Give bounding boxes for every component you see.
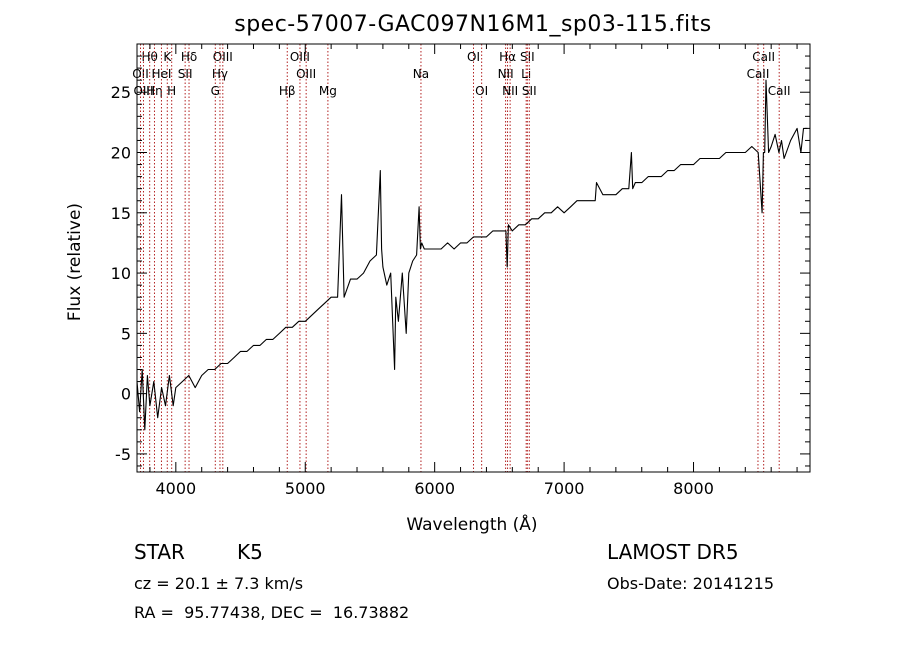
marker-label: Na: [413, 67, 429, 81]
plot-frame: [136, 43, 811, 473]
y-tick-label: 25: [111, 83, 131, 102]
marker-label: Hδ: [181, 50, 197, 64]
marker-label: Li: [521, 67, 531, 81]
marker-label: HeI: [151, 67, 171, 81]
object-type: STAR: [134, 540, 185, 564]
marker-label: G: [211, 84, 220, 98]
coordinates: RA = 95.77438, DEC = 16.73882: [134, 603, 410, 622]
x-axis-label: Wavelength (Å): [406, 513, 537, 535]
marker-label: Hθ: [141, 50, 157, 64]
marker-label: CaII: [747, 67, 770, 81]
y-axis: -5 0 5 10 15 20 25: [111, 55, 810, 467]
marker-label: OII: [132, 67, 149, 81]
marker-label: OIII: [213, 50, 233, 64]
x-tick-label: 5000: [285, 479, 326, 498]
marker-label: CaII: [768, 84, 791, 98]
y-tick-label: 10: [111, 264, 131, 283]
marker-label: NII: [498, 67, 514, 81]
marker-label: H: [167, 84, 176, 98]
chart-title: spec-57007-GAC097N16M1_sp03-115.fits: [234, 12, 712, 37]
object-subclass: K5: [237, 540, 263, 564]
marker-label: Hγ: [212, 67, 228, 81]
marker-label: SII: [520, 50, 535, 64]
marker-label: Hα: [499, 50, 516, 64]
x-tick-label: 8000: [673, 479, 714, 498]
x-tick-label: 7000: [544, 479, 585, 498]
y-tick-label: 0: [121, 385, 131, 404]
spectrum-line: [136, 79, 808, 431]
observation-date: Obs-Date: 20141215: [607, 574, 775, 593]
marker-label: Hβ: [279, 84, 296, 98]
marker-label: Mg: [319, 84, 337, 98]
marker-label: SII: [522, 84, 537, 98]
marker-label: OIII: [133, 84, 153, 98]
marker-label: SII: [178, 67, 193, 81]
marker-label: OIII: [290, 50, 310, 64]
marker-label: Hη: [146, 84, 163, 98]
marker-label: OI: [475, 84, 488, 98]
marker-label: K: [163, 50, 172, 64]
marker-label: OIII: [296, 67, 316, 81]
marker-label: NII: [502, 84, 518, 98]
marker-label: OI: [467, 50, 480, 64]
x-axis: 4000 5000 6000 7000 8000: [149, 44, 798, 498]
redshift-cz: cz = 20.1 ± 7.3 km/s: [134, 574, 304, 593]
x-tick-label: 4000: [155, 479, 196, 498]
marker-label: CaII: [752, 50, 775, 64]
y-tick-label: 20: [111, 144, 131, 163]
y-tick-label: 5: [121, 324, 131, 343]
survey-name: LAMOST DR5: [607, 540, 739, 564]
y-axis-label: Flux (relative): [65, 203, 85, 321]
x-tick-label: 6000: [414, 479, 455, 498]
y-tick-label: -5: [115, 445, 131, 464]
y-tick-label: 15: [111, 204, 131, 223]
